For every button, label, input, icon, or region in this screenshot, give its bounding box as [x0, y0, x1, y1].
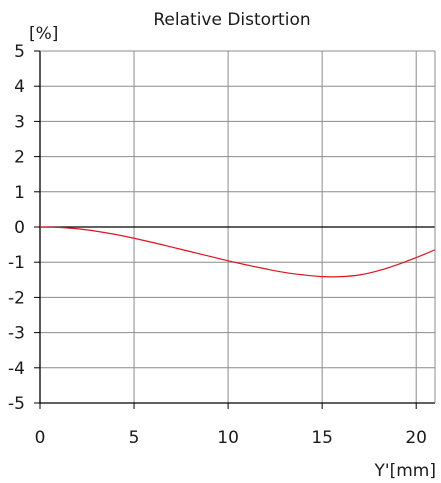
y-tick-labels: 5 4 3 2 1 0 -1 -2 -3 -4 -5 [8, 42, 25, 414]
series-line-0 [39, 226, 436, 278]
x-axis-label: Y'[mm] [374, 461, 436, 481]
series-layer [39, 226, 436, 278]
x-tick-label: 5 [129, 428, 140, 448]
x-tick-label: 10 [217, 428, 239, 448]
x-tick-labels: 0 5 10 15 20 [35, 428, 427, 448]
y-tick-label: -1 [8, 253, 25, 273]
x-tick-label: 0 [35, 428, 46, 448]
y-tick-label: 2 [14, 148, 25, 168]
y-tick-label: -2 [8, 288, 25, 308]
y-tick-label: 0 [14, 218, 25, 238]
y-tick-label: -5 [8, 394, 25, 414]
y-tick-label: -4 [8, 359, 25, 379]
grid [34, 50, 436, 409]
x-tick-label: 20 [405, 428, 427, 448]
y-tick-label: -3 [8, 324, 25, 344]
y-tick-label: 5 [14, 42, 25, 62]
y-tick-label: 1 [14, 183, 25, 203]
chart-title: Relative Distortion [153, 10, 310, 30]
y-tick-label: 3 [14, 112, 25, 132]
y-axis-label: [%] [29, 24, 58, 44]
x-tick-label: 15 [311, 428, 333, 448]
y-tick-label: 4 [14, 77, 25, 97]
